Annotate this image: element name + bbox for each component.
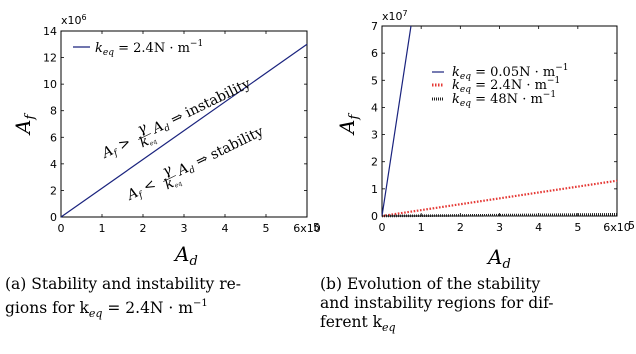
panel-a-y-axis-label: Af xyxy=(11,113,38,136)
panel-b-y-axis-label: Af xyxy=(335,113,362,136)
y-tick-label: 3 xyxy=(371,129,378,142)
caption-b-line-3: ferent k xyxy=(320,313,383,331)
x-tick-label: 5 xyxy=(574,221,581,234)
panel-b-legend-label-1: keq = 0.05N · m−1 xyxy=(452,63,568,82)
caption-b-line-2: and instability regions for dif- xyxy=(320,294,554,312)
panel-b-x-axis-label: Ad xyxy=(486,245,511,272)
y-tick-label: 4 xyxy=(50,158,57,171)
x-tick-label: 1 xyxy=(99,222,106,235)
x-tick-label: 0 xyxy=(58,222,65,235)
panel-b-y-exponent: x107 xyxy=(382,9,408,24)
series-line-1 xyxy=(381,25,412,217)
y-tick-label: 2 xyxy=(371,156,378,169)
panel-a-x-exponent-sup: 5 xyxy=(313,221,320,234)
y-tick-label: 4 xyxy=(371,101,378,114)
y-tick-label: 7 xyxy=(371,20,378,33)
panel-a-plot-frame xyxy=(60,30,308,218)
y-tick-label: 10 xyxy=(43,78,57,91)
x-tick-label: 0 xyxy=(379,221,386,234)
panel-b-plot-frame xyxy=(381,25,618,217)
y-tick-label: 8 xyxy=(50,105,57,118)
panel-a-legend-label: keq = 2.4N · m−1 xyxy=(95,39,203,58)
x-tick-label: 4 xyxy=(535,221,542,234)
series-line-2 xyxy=(381,179,618,218)
panel-a-y-exponent: x106 xyxy=(61,13,87,28)
panel-b-x-exponent-sup: 5 xyxy=(628,219,635,232)
series-line-1 xyxy=(60,43,308,218)
panel-b-legend-label-3: keq = 48N · m−1 xyxy=(452,90,556,109)
x-tick-label: 3 xyxy=(496,221,503,234)
y-tick-label: 14 xyxy=(43,25,57,38)
x-tick-label: 2 xyxy=(140,222,147,235)
x-tick-label: 5 xyxy=(263,222,270,235)
y-tick-label: 12 xyxy=(43,52,57,65)
caption-a: (a) Stability and instability re- gions … xyxy=(5,275,242,320)
x-tick-label: 1 xyxy=(418,221,425,234)
y-tick-label: 5 xyxy=(371,74,378,87)
y-tick-label: 2 xyxy=(50,184,57,197)
x-tick-label: 3 xyxy=(181,222,188,235)
caption-b-line-1: (b) Evolution of the stability xyxy=(320,275,541,293)
caption-a-line-1: (a) Stability and instability re- xyxy=(5,275,242,293)
x-tick-label: 4 xyxy=(222,222,229,235)
x-tick-label: 6x10 xyxy=(293,222,321,235)
x-tick-label: 2 xyxy=(457,221,464,234)
caption-a-line-2: gions for k xyxy=(5,299,89,317)
x-tick-label: 6x10 xyxy=(603,221,631,234)
y-tick-label: 6 xyxy=(50,131,57,144)
panel-b-legend-label-2: keq = 2.4N · m−1 xyxy=(452,76,560,95)
panel-b-legend: keq = 0.05N · m−1 keq = 2.4N · m−1 keq =… xyxy=(432,63,568,109)
caption-b: (b) Evolution of the stability and insta… xyxy=(320,275,554,334)
y-tick-label: 1 xyxy=(371,183,378,196)
y-tick-label: 0 xyxy=(371,210,378,223)
y-tick-label: 0 xyxy=(50,211,57,224)
panel-a-x-axis-label: Ad xyxy=(173,242,198,269)
y-tick-label: 6 xyxy=(371,47,378,60)
